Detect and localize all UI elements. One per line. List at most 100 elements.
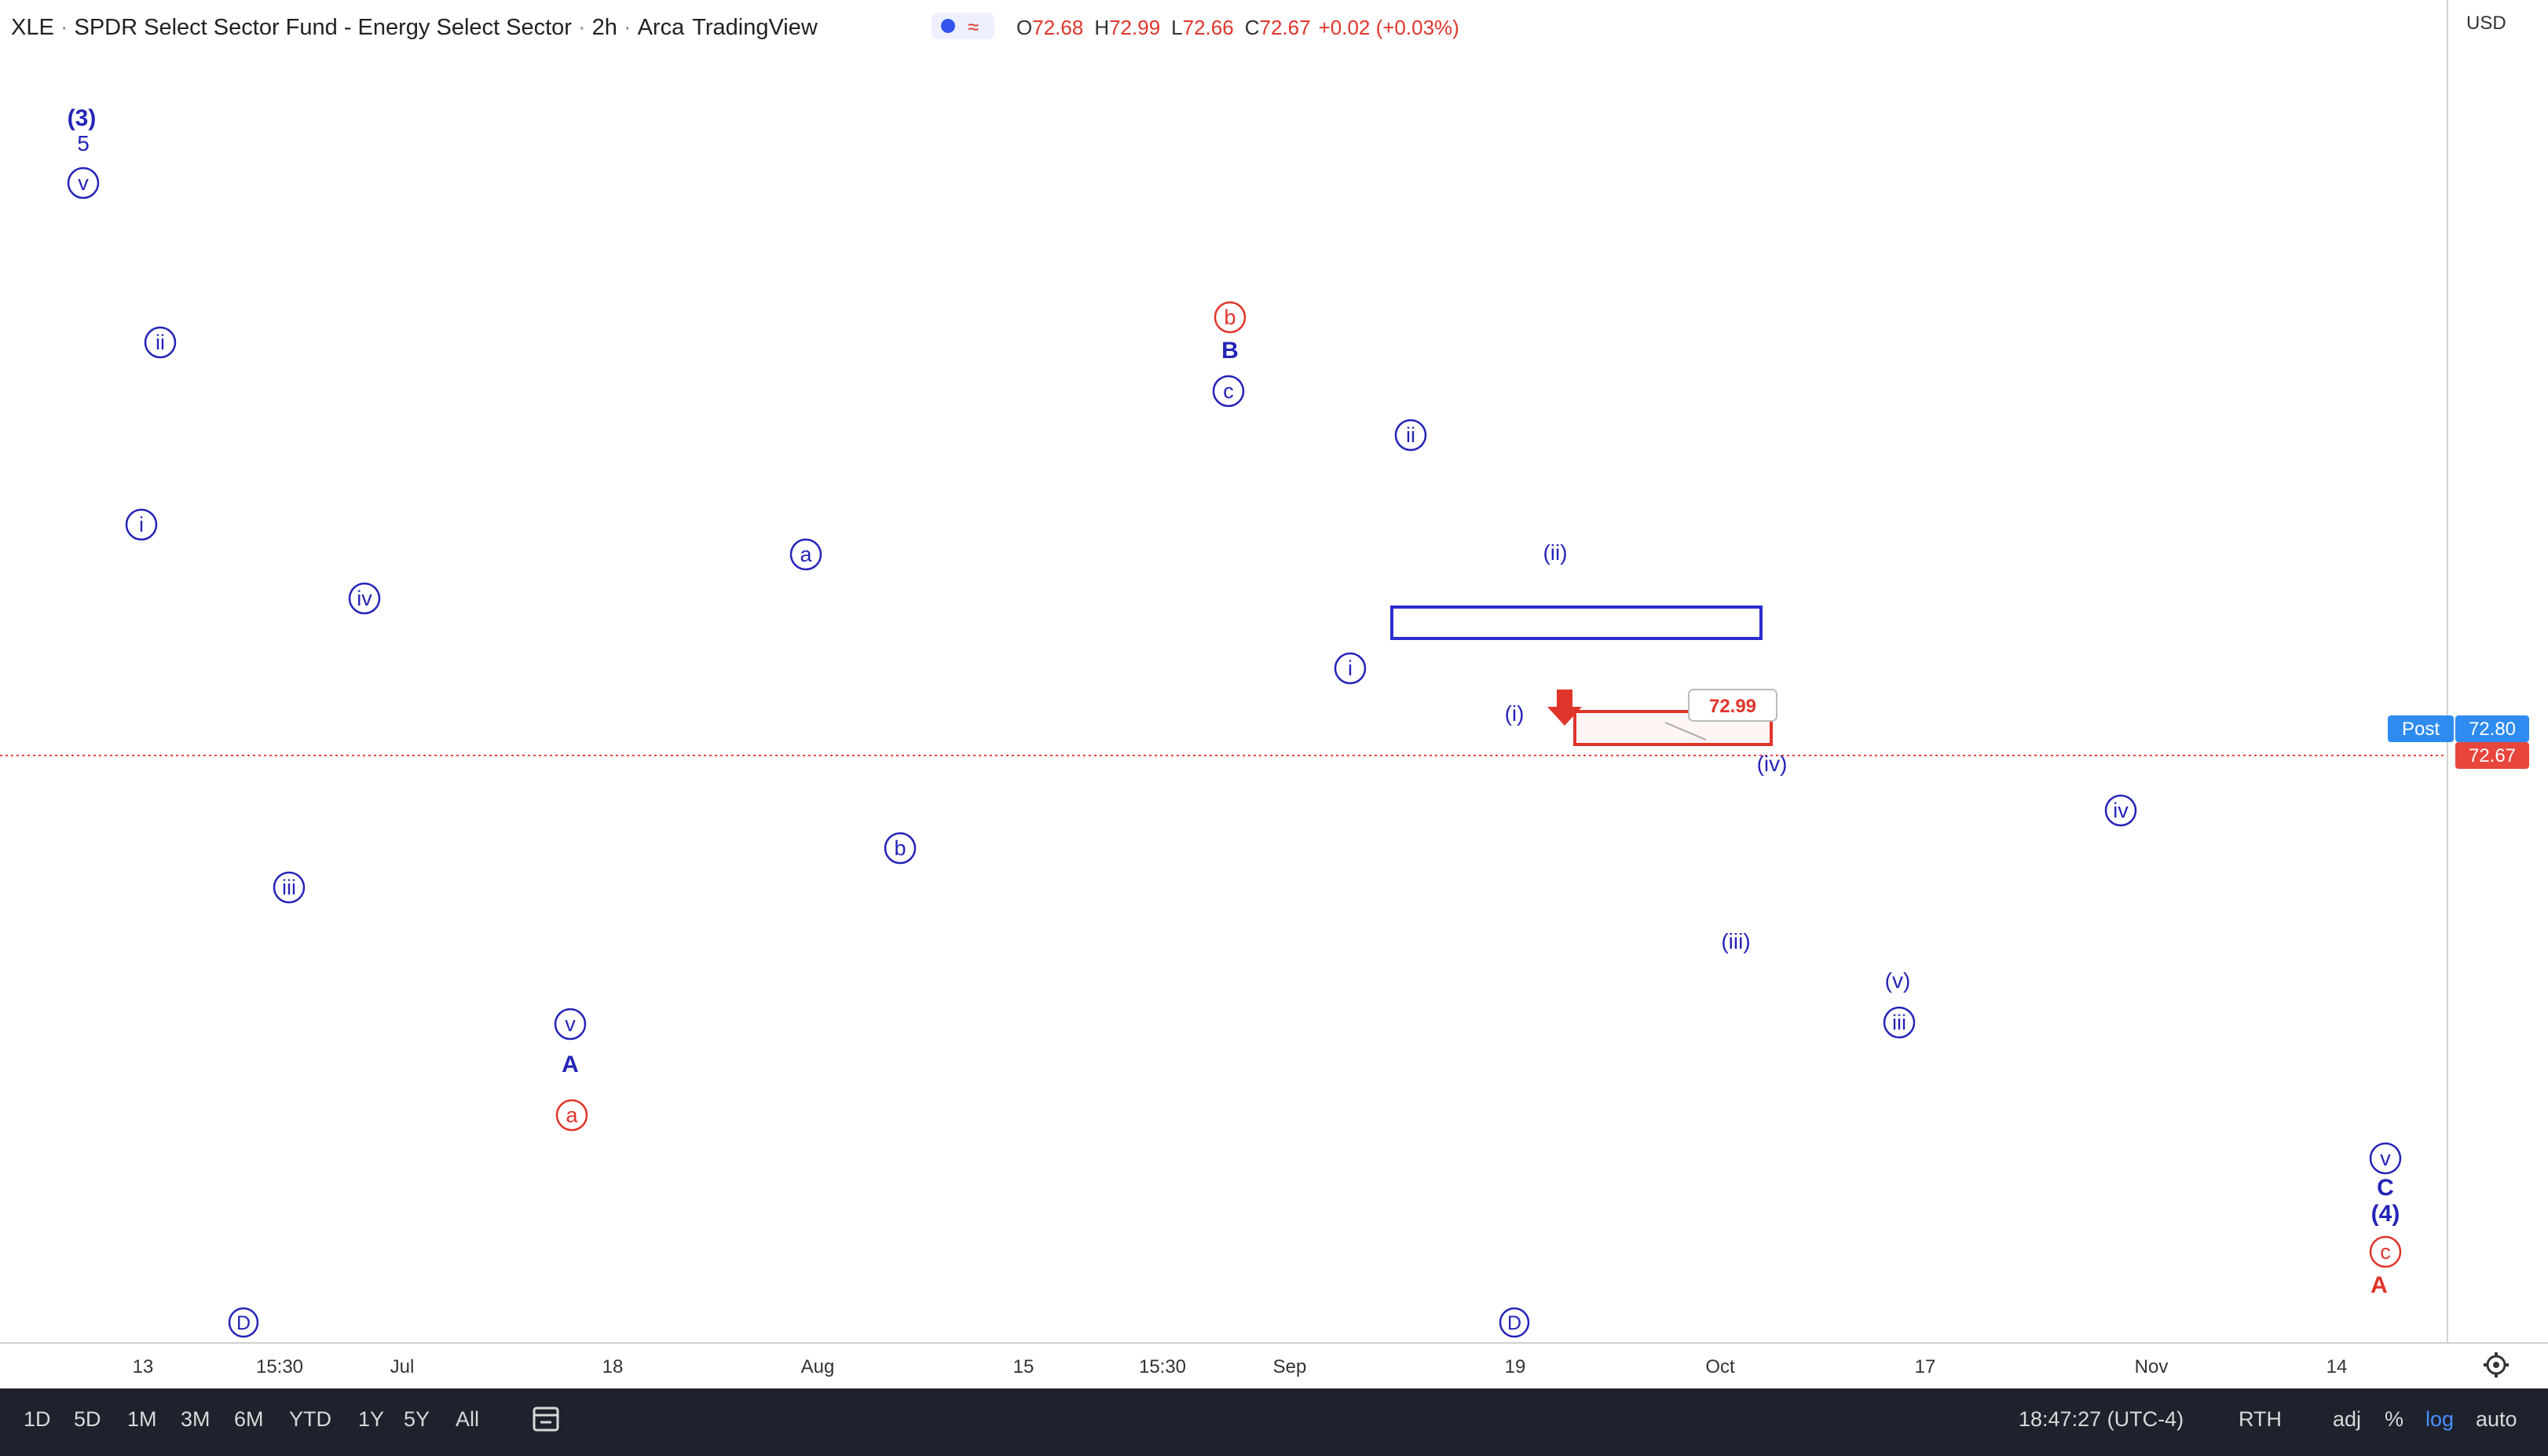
interval: 2h (592, 15, 617, 40)
post-price-badge (2455, 715, 2529, 742)
range-button-3m[interactable]: 3M (181, 1407, 211, 1431)
dividend-marker-label: D (236, 1312, 251, 1334)
open-value: 72.68 (1032, 16, 1083, 39)
exchange: Arca (638, 15, 686, 40)
wave-label: v (565, 1012, 576, 1036)
wave-circle (789, 538, 822, 571)
adj-toggle[interactable]: adj (2333, 1407, 2361, 1431)
wave-label: iii (1892, 1011, 1906, 1034)
percent-toggle[interactable]: % (2385, 1407, 2403, 1431)
range-button-all[interactable]: All (456, 1407, 479, 1431)
legend-header: XLE · SPDR Select Sector Fund - Energy Sel… (11, 13, 1459, 40)
wave-circle (1334, 652, 1367, 685)
wave-circle (1394, 419, 1427, 452)
post-price-value: 72.80 (2469, 719, 2516, 740)
wave-label: C (2377, 1175, 2394, 1201)
range-button-1m[interactable]: 1M (127, 1407, 157, 1431)
wave-label: b (1224, 305, 1236, 329)
wave-label: a (800, 543, 812, 566)
last-price-badge (2455, 742, 2529, 769)
wave-label: A (562, 1052, 579, 1077)
x-tick-label: 15:30 (256, 1356, 303, 1377)
session-toggle[interactable]: RTH (2239, 1407, 2282, 1431)
x-tick-label: 14 (2327, 1356, 2348, 1377)
range-buttons: 1D 5D 1M 3M 6M YTD 1Y 5Y All (24, 1407, 479, 1431)
wave-label: ii (1406, 423, 1415, 447)
range-button-5y[interactable]: 5Y (404, 1407, 430, 1431)
x-tick-label: 13 (133, 1356, 154, 1377)
wave-circle (1212, 375, 1245, 408)
bottom-toolbar (0, 1388, 2548, 1456)
wave-labels: (3)5viiiiviiivAaabbBciii(ii)(i)(iv)(iii)… (67, 105, 2402, 1338)
blue-dot-icon (941, 19, 955, 33)
x-tick-label: 15 (1013, 1356, 1034, 1377)
wave-label: iii (282, 876, 296, 899)
target-callout (1688, 689, 1777, 722)
wave-circle (67, 166, 100, 199)
wave-label: (i) (1505, 701, 1525, 726)
wave-label: i (139, 513, 144, 536)
range-button-5d[interactable]: 5D (74, 1407, 101, 1431)
wave-circle (2369, 1142, 2402, 1175)
symbol: XLE (11, 15, 54, 40)
svg-text:XLE·SPDR Select Sector Fund -: XLE · SPDR Select Sector Fund - Energy Sel… (11, 15, 818, 40)
low-value: 72.66 (1183, 16, 1234, 39)
wave-label: (ii) (1543, 540, 1567, 565)
dividend-marker-label: D (1507, 1312, 1521, 1334)
wave-circle (273, 871, 306, 904)
dividend-marker[interactable] (228, 1307, 259, 1338)
wave-circle (1883, 1006, 1916, 1039)
last-price-value: 72.67 (2469, 745, 2516, 766)
wave-circle (348, 582, 381, 615)
wave-circle (554, 1008, 587, 1041)
wave-label: (iii) (1721, 929, 1750, 953)
x-tick-label: Oct (1705, 1356, 1735, 1377)
wave-label: B (1221, 338, 1239, 364)
log-toggle[interactable]: log (2425, 1407, 2454, 1431)
x-tick-label: Sep (1273, 1356, 1307, 1377)
post-badge (2388, 715, 2454, 742)
dividend-marker[interactable] (1499, 1307, 1530, 1338)
wave-label: b (894, 836, 906, 860)
calendar-icon[interactable] (533, 1407, 559, 1432)
x-tick-label: 19 (1505, 1356, 1526, 1377)
wave-circle (2104, 794, 2137, 827)
wave-label: 5 (77, 131, 90, 155)
wave-circle (2369, 1235, 2402, 1268)
wave-label: (4) (2371, 1201, 2400, 1227)
wave-label: v (2380, 1147, 2391, 1170)
auto-toggle[interactable]: auto (2476, 1407, 2517, 1431)
post-badge-label: Post (2402, 719, 2440, 740)
down-arrow-icon (1547, 690, 1582, 726)
x-tick-label: Aug (801, 1356, 835, 1377)
wave-label: c (1223, 379, 1234, 403)
x-tick-label: 15:30 (1139, 1356, 1186, 1377)
target-price-label: 72.99 (1709, 696, 1756, 717)
x-tick-label: 17 (1915, 1356, 1936, 1377)
clock-readout[interactable]: 18:47:27 (UTC-4) (2019, 1407, 2184, 1431)
wave-circle (555, 1099, 588, 1132)
blue-target-box (1390, 605, 1763, 640)
wave-label: i (1348, 657, 1353, 680)
wave-label: a (566, 1103, 578, 1127)
range-button-ytd[interactable]: YTD (289, 1407, 331, 1431)
settings-icon[interactable] (2484, 1352, 2509, 1377)
wave-label: iv (357, 587, 372, 610)
x-tick-label: Nov (2135, 1356, 2169, 1377)
time-axis[interactable]: 13 15:30 Jul 18 Aug 15 15:30 Sep 19 Oct 17 Nov 14 (133, 1356, 2348, 1377)
instrument-name: SPDR Select Sector Fund - Energy Select … (75, 15, 573, 40)
wave-label: iv (2113, 799, 2129, 822)
close-value: 72.67 (1260, 16, 1311, 39)
wave-label: v (78, 171, 89, 195)
range-button-1y[interactable]: 1Y (358, 1407, 384, 1431)
wave-circle (884, 832, 917, 865)
callout-pointer (1664, 722, 1707, 741)
range-button-1d[interactable]: 1D (24, 1407, 51, 1431)
range-button-6m[interactable]: 6M (234, 1407, 264, 1431)
wave-circle (125, 508, 158, 541)
change-value: +0.02 (+0.03%) (1319, 16, 1459, 39)
currency-label[interactable]: USD (2466, 13, 2506, 34)
source: TradingView (692, 15, 818, 40)
